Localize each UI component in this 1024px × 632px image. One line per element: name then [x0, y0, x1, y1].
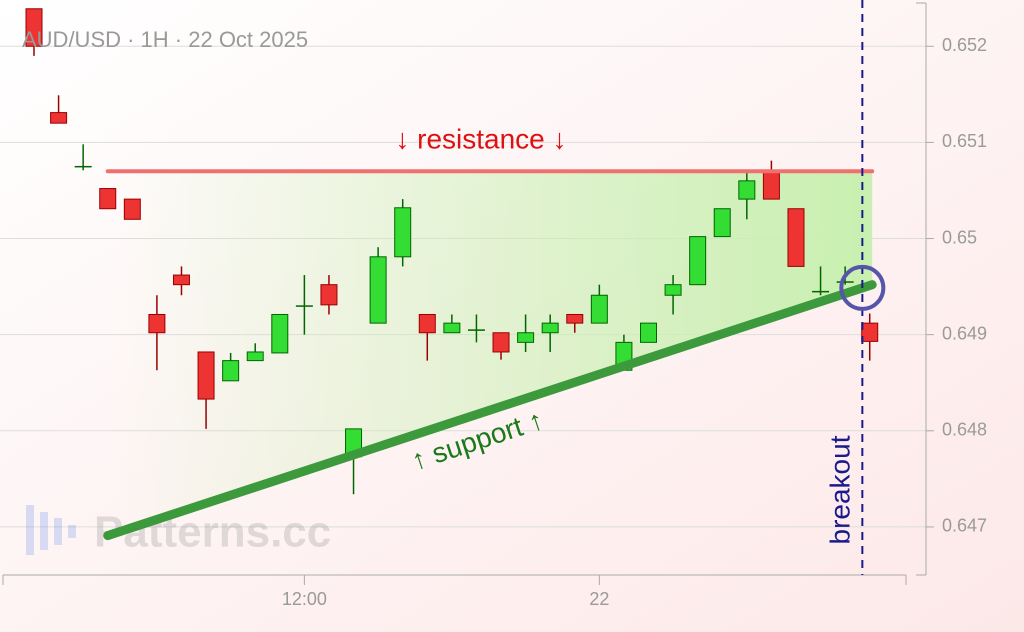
candle-body — [467, 329, 485, 331]
x-tick-label: 22 — [589, 589, 609, 609]
candle-body — [295, 305, 313, 307]
breakout-marker — [839, 264, 886, 311]
candle-body — [222, 360, 240, 382]
candle-body — [812, 290, 830, 293]
candle-body — [197, 351, 215, 400]
candle-body — [541, 322, 559, 334]
candle-body — [590, 294, 608, 324]
chart-title: AUD/USD · 1H · 22 Oct 2025 — [22, 27, 308, 52]
candle-body — [369, 256, 387, 324]
candle-body — [517, 332, 535, 343]
candle-body — [148, 313, 166, 334]
candle-body — [74, 165, 92, 168]
y-tick-label: 0.647 — [942, 516, 987, 536]
breakout-label: breakout — [825, 435, 856, 544]
candle-body — [492, 332, 510, 353]
candle-body — [640, 322, 657, 343]
candle-body — [99, 188, 117, 210]
resistance-label: ↓ resistance ↓ — [395, 124, 566, 155]
candle-body — [394, 207, 412, 258]
candle-body — [443, 322, 461, 334]
candle-body — [861, 322, 879, 342]
candle-body — [762, 170, 780, 200]
plot-area: 0.6470.6480.6490.650.6510.652Patterns.cc… — [0, 0, 987, 609]
candle-body — [787, 208, 805, 267]
candle-body — [123, 198, 141, 220]
candle-body — [566, 313, 584, 324]
triangle-fill — [107, 171, 873, 536]
candle-body — [25, 8, 43, 47]
watermark-icon — [26, 505, 34, 555]
watermark-icon — [40, 512, 48, 550]
support-line — [103, 280, 877, 541]
x-tick-label: 12:00 — [282, 589, 327, 609]
candle-body — [836, 281, 854, 283]
candle-body — [50, 112, 68, 124]
candle-body — [418, 313, 436, 334]
y-tick-label: 0.651 — [942, 131, 987, 151]
candle-body — [271, 313, 289, 354]
candle-body — [320, 284, 338, 306]
y-tick-label: 0.65 — [942, 227, 977, 247]
candle-body — [713, 208, 731, 238]
candle-body — [246, 351, 264, 362]
y-tick-label: 0.649 — [942, 323, 987, 343]
watermark-icon — [54, 518, 62, 545]
candle-body — [172, 274, 190, 286]
y-tick-label: 0.648 — [942, 420, 987, 440]
candle-body — [738, 180, 756, 200]
candle-body — [689, 236, 707, 286]
candle-body — [664, 284, 682, 296]
y-tick-label: 0.652 — [942, 35, 987, 55]
watermark-icon — [68, 525, 76, 538]
